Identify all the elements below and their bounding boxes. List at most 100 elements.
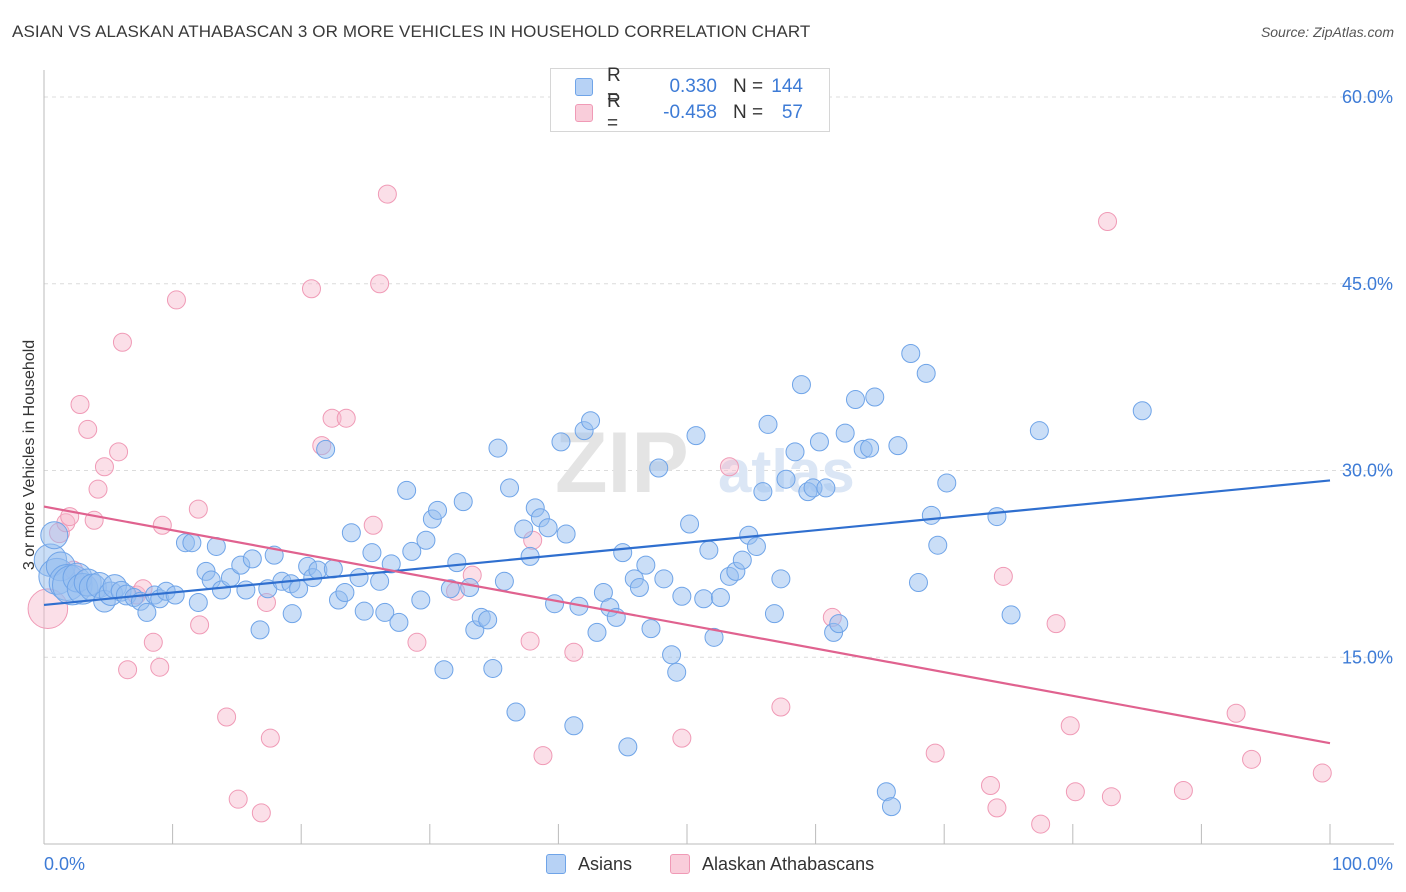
asian-point	[667, 662, 687, 682]
asian-point	[375, 602, 395, 622]
bottom-legend-swatch-athabascans	[670, 854, 690, 874]
athabascan-point	[1242, 749, 1262, 769]
legend-r-value-asians: 0.330	[669, 76, 717, 97]
athabascan-point	[987, 798, 1007, 818]
asian-point	[629, 578, 649, 598]
legend-r-value-athabascans: -0.458	[663, 102, 717, 123]
asian-point	[564, 716, 584, 736]
asian-point	[500, 478, 520, 498]
athabascan-point	[520, 631, 540, 651]
athabascan-point	[260, 728, 280, 748]
bottom-legend-label-athabascans: Alaskan Athabascans	[702, 853, 875, 874]
y-tick-label: 30.0%	[1342, 461, 1393, 481]
correlation-legend: R = 0.330 N = 144 R = -0.458 N = 57	[550, 65, 830, 134]
asian-point	[349, 568, 369, 588]
asian-point	[921, 505, 941, 525]
asian-point	[341, 523, 361, 543]
asian-point	[538, 518, 558, 538]
asian-point	[680, 514, 700, 534]
athabascan-point	[78, 419, 98, 439]
asian-point	[764, 604, 784, 624]
legend-n-label: N =	[733, 102, 764, 123]
athabascan-point	[118, 660, 138, 680]
source-label: Source: ZipAtlas.com	[1260, 24, 1394, 40]
asian-point	[556, 524, 576, 544]
asian-point	[987, 507, 1007, 527]
asian-point	[397, 480, 417, 500]
asian-point	[699, 540, 719, 560]
athabascan-point	[109, 442, 129, 462]
athabascan-point	[190, 615, 210, 635]
athabascan-point	[1101, 787, 1121, 807]
asian-point	[370, 571, 390, 591]
legend-swatch-asians	[575, 78, 593, 96]
athabascan-point	[363, 515, 383, 535]
asian-point	[618, 737, 638, 757]
athabascan-point	[564, 642, 584, 662]
asian-point	[428, 500, 448, 520]
asian-point	[835, 423, 855, 443]
legend-r-label: R =	[607, 65, 621, 108]
asian-point	[40, 521, 69, 550]
asian-point	[354, 601, 374, 621]
asian-point	[901, 343, 921, 363]
asian-point	[494, 571, 514, 591]
athabascan-point	[336, 408, 356, 428]
athabascan-point	[188, 499, 208, 519]
asian-point	[785, 442, 805, 462]
athabascan-point	[88, 479, 108, 499]
asian-point	[865, 387, 885, 407]
asian-point	[771, 569, 791, 589]
asian-point	[182, 533, 202, 553]
athabascan-point	[533, 746, 553, 766]
asian-point	[662, 645, 682, 665]
asian-point	[732, 550, 752, 570]
bottom-legend-athabascans: Alaskan Athabascans	[670, 852, 874, 876]
athabascan-point	[94, 457, 114, 477]
legend-row-athabascans: R = -0.458 N = 57	[575, 91, 803, 134]
athabascans-trend-line	[43, 505, 1331, 745]
asian-point	[908, 573, 928, 593]
asian-point	[649, 458, 669, 478]
y-tick-label: 15.0%	[1342, 647, 1393, 667]
asian-point	[1132, 401, 1152, 421]
asian-point	[753, 482, 773, 502]
asian-point	[316, 439, 336, 459]
athabascan-point	[377, 184, 397, 204]
athabascan-point	[150, 657, 170, 677]
asian-point	[434, 660, 454, 680]
asian-point	[829, 614, 849, 634]
bottom-legend-asians: Asians	[546, 852, 632, 876]
asian-point	[710, 587, 730, 607]
asian-point	[881, 797, 901, 817]
asian-point	[551, 432, 571, 452]
athabascan-point	[322, 408, 342, 428]
athabascan-point	[719, 457, 739, 477]
bottom-legend-label-asians: Asians	[578, 853, 633, 874]
asian-point	[816, 478, 836, 498]
asian-point	[694, 589, 714, 609]
athabascan-point	[1031, 814, 1051, 834]
asian-point	[845, 390, 865, 410]
y-tick-label: 60.0%	[1342, 87, 1393, 107]
athabascan-point	[1065, 782, 1085, 802]
athabascan-point	[980, 775, 1000, 795]
legend-n-value-asians: 144	[771, 76, 803, 97]
asian-point	[791, 375, 811, 395]
athabascan-point	[993, 566, 1013, 586]
asian-point	[323, 559, 343, 579]
asian-point	[613, 543, 633, 563]
x-tick-label-min: 0.0%	[44, 854, 85, 874]
asian-point	[686, 426, 706, 446]
x-tick-label-max: 100.0%	[1332, 854, 1393, 874]
asian-point	[478, 610, 498, 630]
asian-point	[937, 473, 957, 493]
asian-point	[250, 620, 270, 640]
asian-point	[704, 627, 724, 647]
athabascan-point	[925, 743, 945, 763]
athabascan-point	[1226, 703, 1246, 723]
athabascan-point	[301, 279, 321, 299]
asian-point	[888, 436, 908, 456]
asian-point	[483, 658, 503, 678]
